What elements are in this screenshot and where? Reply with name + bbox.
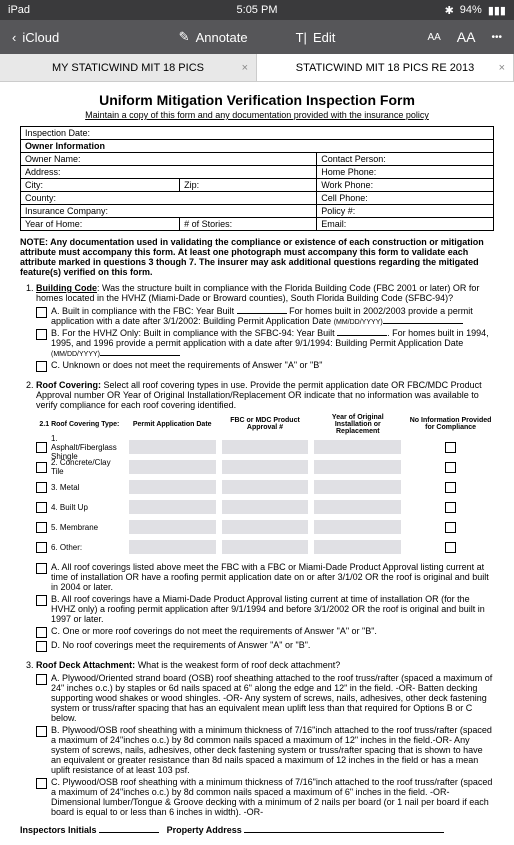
cell-phone-cell: Cell Phone: <box>317 192 494 205</box>
stories-cell: # of Stories: <box>180 218 317 231</box>
checkbox-ni4[interactable] <box>445 502 456 513</box>
clock: 5:05 PM <box>237 4 278 16</box>
checkbox-ni5[interactable] <box>445 522 456 533</box>
owner-name-cell: Owner Name: <box>21 153 317 166</box>
note-text: NOTE: Any documentation used in validati… <box>20 237 494 277</box>
address-cell: Address: <box>21 166 317 179</box>
page-subtitle: Maintain a copy of this form and any doc… <box>20 110 494 120</box>
checkbox-1b[interactable] <box>36 329 47 340</box>
toolbar: ‹ iCloud ✎ Annotate T| Edit AA AA ••• <box>0 20 514 54</box>
close-icon[interactable]: × <box>499 62 505 74</box>
checkbox-ni2[interactable] <box>445 462 456 473</box>
footer: Inspectors Initials Property Address <box>20 825 494 835</box>
text-size-small[interactable]: AA <box>427 32 440 43</box>
email-cell: Email: <box>317 218 494 231</box>
city-cell: City: <box>21 179 180 192</box>
text-size-large[interactable]: AA <box>457 29 476 45</box>
edit-button[interactable]: T| Edit <box>296 29 336 45</box>
home-phone-cell: Home Phone: <box>317 166 494 179</box>
checkbox-rc3[interactable] <box>36 482 47 493</box>
checkbox-rc2[interactable] <box>36 462 47 473</box>
tab-1[interactable]: MY STATICWIND MIT 18 PICS × <box>0 54 257 81</box>
more-icon[interactable]: ••• <box>491 32 502 43</box>
checkbox-2a[interactable] <box>36 563 47 574</box>
checkbox-3b[interactable] <box>36 726 47 737</box>
checkbox-rc5[interactable] <box>36 522 47 533</box>
question-1: Building Code: Was the structure built i… <box>36 283 494 372</box>
checkbox-ni1[interactable] <box>445 442 456 453</box>
roof-covering-table: 2.1 Roof Covering Type: 1. Asphalt/Fiber… <box>36 414 494 558</box>
pencil-icon: ✎ <box>179 29 190 45</box>
checkbox-2d[interactable] <box>36 641 47 652</box>
year-home-cell: Year of Home: <box>21 218 180 231</box>
tab-2[interactable]: STATICWIND MIT 18 PICS RE 2013 × <box>257 54 514 81</box>
zip-cell: Zip: <box>180 179 317 192</box>
battery-pct: 94% <box>460 4 482 16</box>
checkbox-rc1[interactable] <box>36 442 47 453</box>
checkbox-1c[interactable] <box>36 361 47 372</box>
chevron-left-icon: ‹ <box>12 30 16 45</box>
checkbox-rc6[interactable] <box>36 542 47 553</box>
checkbox-ni3[interactable] <box>445 482 456 493</box>
inspection-date-cell: Inspection Date: <box>21 127 494 140</box>
battery-icon: ▮▮▮ <box>488 4 506 17</box>
owner-info-header: Owner Information <box>21 140 494 153</box>
work-phone-cell: Work Phone: <box>317 179 494 192</box>
tab-bar: MY STATICWIND MIT 18 PICS × STATICWIND M… <box>0 54 514 82</box>
question-2: Roof Covering: Select all roof covering … <box>36 380 494 652</box>
page-title: Uniform Mitigation Verification Inspecti… <box>20 92 494 108</box>
bluetooth-icon: ✱ <box>445 4 454 17</box>
back-button[interactable]: ‹ iCloud <box>12 30 123 45</box>
checkbox-rc4[interactable] <box>36 502 47 513</box>
checkbox-2c[interactable] <box>36 627 47 638</box>
checkbox-2b[interactable] <box>36 595 47 606</box>
checkbox-3a[interactable] <box>36 674 47 685</box>
close-icon[interactable]: × <box>242 62 248 74</box>
county-cell: County: <box>21 192 317 205</box>
status-bar: iPad 5:05 PM ✱ 94% ▮▮▮ <box>0 0 514 20</box>
ins-co-cell: Insurance Company: <box>21 205 317 218</box>
checkbox-3c[interactable] <box>36 778 47 789</box>
checkbox-ni6[interactable] <box>445 542 456 553</box>
question-3: Roof Deck Attachment: What is the weakes… <box>36 660 494 817</box>
text-cursor-icon: T| <box>296 30 307 45</box>
back-label: iCloud <box>22 30 59 45</box>
checkbox-1a[interactable] <box>36 307 47 318</box>
carrier-label: iPad <box>8 4 30 16</box>
owner-info-table: Inspection Date: Owner Information Owner… <box>20 126 494 231</box>
document: Uniform Mitigation Verification Inspecti… <box>0 82 514 845</box>
annotate-button[interactable]: ✎ Annotate <box>179 29 248 45</box>
policy-cell: Policy #: <box>317 205 494 218</box>
contact-cell: Contact Person: <box>317 153 494 166</box>
